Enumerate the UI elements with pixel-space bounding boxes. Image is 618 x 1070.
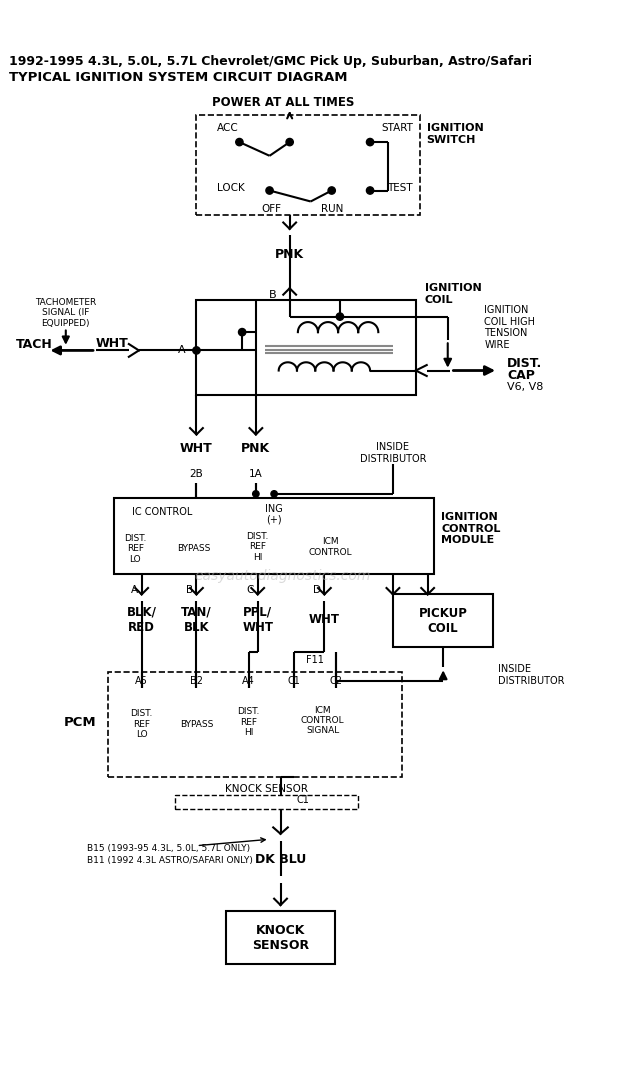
Text: (+): (+) <box>266 515 282 524</box>
Circle shape <box>193 347 200 354</box>
Text: ING: ING <box>265 504 283 515</box>
Text: TEST: TEST <box>387 183 413 193</box>
Text: PNK: PNK <box>275 248 304 261</box>
Circle shape <box>235 138 243 146</box>
Text: 1992-1995 4.3L, 5.0L, 5.7L Chevrolet/GMC Pick Up, Suburban, Astro/Safari: 1992-1995 4.3L, 5.0L, 5.7L Chevrolet/GMC… <box>9 56 532 68</box>
Text: F11: F11 <box>307 655 324 666</box>
Bar <box>114 499 434 575</box>
Circle shape <box>286 138 294 146</box>
Text: C1: C1 <box>288 676 301 686</box>
Text: B15 (1993-95 4.3L, 5.0L, 5.7L ONLY): B15 (1993-95 4.3L, 5.0L, 5.7L ONLY) <box>87 844 250 853</box>
Text: IC CONTROL: IC CONTROL <box>132 507 193 517</box>
Circle shape <box>366 187 374 194</box>
Text: 2B: 2B <box>190 469 203 478</box>
Circle shape <box>239 328 246 336</box>
Circle shape <box>336 312 344 320</box>
Text: TACH: TACH <box>16 337 53 351</box>
Text: POWER AT ALL TIMES: POWER AT ALL TIMES <box>212 96 355 109</box>
Text: B2: B2 <box>190 676 203 686</box>
Text: easyautodiagnostics.com: easyautodiagnostics.com <box>194 569 371 583</box>
Text: INSIDE
DISTRIBUTOR: INSIDE DISTRIBUTOR <box>498 664 564 686</box>
Text: A4: A4 <box>242 676 255 686</box>
Text: IGNITION: IGNITION <box>425 284 481 293</box>
Text: PNK: PNK <box>241 442 271 455</box>
Text: B: B <box>185 585 193 595</box>
Text: C: C <box>247 585 254 595</box>
Bar <box>176 795 358 809</box>
Text: INSIDE
DISTRIBUTOR: INSIDE DISTRIBUTOR <box>360 442 426 463</box>
Text: DIST.: DIST. <box>507 356 543 370</box>
Text: BYPASS: BYPASS <box>180 720 213 729</box>
Text: DIST.
REF
LO: DIST. REF LO <box>124 534 146 564</box>
Text: A: A <box>178 346 185 355</box>
Text: DK BLU: DK BLU <box>255 853 306 866</box>
Text: KNOCK SENSOR: KNOCK SENSOR <box>226 784 308 794</box>
Text: IGNITION: IGNITION <box>441 511 498 522</box>
Text: MODULE: MODULE <box>441 535 494 546</box>
Text: CAP: CAP <box>507 368 535 382</box>
Circle shape <box>253 491 259 498</box>
Text: A: A <box>131 585 138 595</box>
Circle shape <box>266 187 273 194</box>
Circle shape <box>328 187 336 194</box>
Text: WHT: WHT <box>309 613 340 626</box>
Bar <box>197 301 416 395</box>
Text: OFF: OFF <box>261 203 281 214</box>
Text: C1: C1 <box>297 795 310 805</box>
Text: WHT: WHT <box>180 442 213 455</box>
Text: ICM
CONTROL
SIGNAL: ICM CONTROL SIGNAL <box>301 705 344 735</box>
Text: IGNITION: IGNITION <box>426 123 483 134</box>
Text: TYPICAL IGNITION SYSTEM CIRCUIT DIAGRAM: TYPICAL IGNITION SYSTEM CIRCUIT DIAGRAM <box>9 71 348 83</box>
Text: START: START <box>381 123 413 134</box>
Text: TAN/
BLK: TAN/ BLK <box>181 606 212 635</box>
Circle shape <box>366 138 374 146</box>
Text: BLK/
RED: BLK/ RED <box>127 606 156 635</box>
Text: V6, V8: V6, V8 <box>507 382 543 392</box>
Bar <box>197 114 420 215</box>
Text: A5: A5 <box>135 676 148 686</box>
Text: COIL: COIL <box>425 295 454 305</box>
Text: SWITCH: SWITCH <box>426 135 476 146</box>
Text: ICM
CONTROL: ICM CONTROL <box>309 537 353 556</box>
Text: TACHOMETER
SIGNAL (IF
EQUIPPED): TACHOMETER SIGNAL (IF EQUIPPED) <box>35 299 96 327</box>
Text: DIST.
REF
HI: DIST. REF HI <box>237 707 260 737</box>
Bar <box>108 672 402 777</box>
Text: RUN: RUN <box>321 203 343 214</box>
Text: LOCK: LOCK <box>216 183 244 193</box>
Text: 1A: 1A <box>249 469 263 478</box>
Text: IGNITION
COIL HIGH
TENSION
WIRE: IGNITION COIL HIGH TENSION WIRE <box>485 305 535 350</box>
Text: B: B <box>269 290 277 300</box>
Text: B11 (1992 4.3L ASTRO/SAFARI ONLY): B11 (1992 4.3L ASTRO/SAFARI ONLY) <box>87 856 253 865</box>
Bar <box>226 912 336 964</box>
Text: PCM: PCM <box>63 716 96 729</box>
Bar <box>393 595 493 647</box>
Text: DIST.
REF
HI: DIST. REF HI <box>247 532 269 562</box>
Text: CONTROL: CONTROL <box>441 523 501 534</box>
Text: PICKUP
COIL: PICKUP COIL <box>419 607 468 635</box>
Circle shape <box>271 491 277 498</box>
Text: D: D <box>313 585 321 595</box>
Text: PPL/
WHT: PPL/ WHT <box>242 606 273 635</box>
Text: KNOCK
SENSOR: KNOCK SENSOR <box>252 924 309 952</box>
Text: DIST.
REF
LO: DIST. REF LO <box>130 709 153 739</box>
Text: BYPASS: BYPASS <box>177 545 210 553</box>
Text: C2: C2 <box>330 676 343 686</box>
Text: WHT: WHT <box>96 337 129 350</box>
Text: ACC: ACC <box>216 123 239 134</box>
